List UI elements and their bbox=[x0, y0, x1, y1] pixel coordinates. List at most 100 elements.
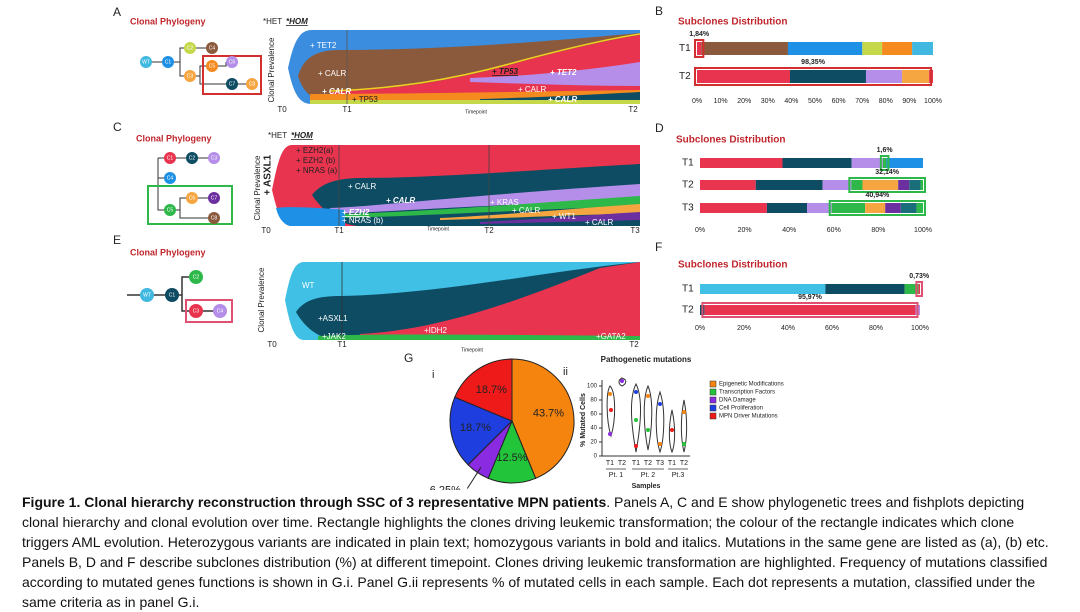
panel-label: A bbox=[113, 5, 121, 19]
pie-label: 18.7% bbox=[460, 422, 491, 434]
x-tick-label: 20% bbox=[737, 325, 751, 332]
clone-label: + CALR bbox=[512, 206, 540, 215]
bar-segment bbox=[700, 284, 826, 294]
clone-label: + NRAS (b) bbox=[342, 216, 383, 225]
clone-label: +IDH2 bbox=[424, 326, 447, 335]
legend-swatch bbox=[709, 412, 717, 420]
node-label: C4 bbox=[167, 175, 174, 181]
het-label: *HET bbox=[268, 131, 287, 140]
node-label: C3 bbox=[187, 73, 194, 79]
highlight-label: 40,94% bbox=[865, 192, 890, 199]
highlight-box bbox=[915, 281, 923, 297]
label-leader bbox=[466, 467, 482, 489]
fishplot bbox=[288, 30, 641, 104]
x-tick-label: 80% bbox=[879, 98, 893, 105]
x-label: Timepoint bbox=[465, 109, 487, 115]
timepoint: T2 bbox=[628, 105, 638, 114]
x-tick-label: 40% bbox=[781, 325, 795, 332]
bar-segment bbox=[831, 203, 866, 213]
x-tick-label: T2 bbox=[618, 460, 626, 467]
bar-segment bbox=[918, 284, 920, 294]
pie-label: 6.25% bbox=[430, 484, 461, 490]
tree-nodes: WT C1 C2 C3 C4 bbox=[140, 270, 227, 318]
clone-label: + TP53 bbox=[492, 67, 519, 76]
clone-label: + WT1 bbox=[552, 212, 576, 221]
bar-segment bbox=[862, 180, 899, 190]
timepoint: T2 bbox=[629, 340, 639, 349]
highlight-label: 0,73% bbox=[909, 273, 930, 280]
caption-text: . Panels A, C and E show phylogenetic tr… bbox=[22, 494, 1049, 610]
pie-slice bbox=[454, 358, 513, 422]
timepoint: T3 bbox=[630, 226, 640, 235]
category-label: T2 bbox=[682, 180, 694, 191]
highlight-box bbox=[694, 39, 705, 58]
hom-label: *HOM bbox=[286, 17, 308, 26]
bar-segment bbox=[865, 203, 886, 213]
group-label: Pt. 2 bbox=[641, 472, 656, 479]
clone-label: + TET2 bbox=[310, 41, 337, 50]
side-label: + ASXL1 bbox=[263, 154, 274, 195]
node-label: C2 bbox=[187, 45, 194, 51]
y-tick-label: 40 bbox=[590, 426, 597, 432]
category-label: T2 bbox=[682, 305, 694, 316]
phylogeny-title: Clonal Phylogeny bbox=[130, 16, 206, 26]
highlight-label: 98,35% bbox=[801, 59, 826, 66]
category-label: T3 bbox=[682, 203, 694, 214]
legend-label: MPN Driver Mutations bbox=[719, 414, 778, 420]
x-tick-label: 70% bbox=[855, 98, 869, 105]
x-tick-label: 30% bbox=[761, 98, 775, 105]
bar-segment bbox=[916, 203, 923, 213]
x-tick-label: 0% bbox=[692, 98, 702, 105]
x-tick-label: 0% bbox=[695, 227, 705, 234]
bar-segment bbox=[782, 158, 852, 168]
x-tick-label: 0% bbox=[695, 325, 705, 332]
caption-title: Figure 1. Clonal hierarchy reconstructio… bbox=[22, 494, 607, 510]
node-label: C3 bbox=[211, 155, 218, 161]
phylogeny-title: Clonal Phylogeny bbox=[130, 247, 206, 257]
node-label: C4 bbox=[209, 45, 216, 51]
pie-label: 43.7% bbox=[533, 408, 564, 420]
node-label: C8 bbox=[211, 215, 218, 221]
clone-label: +ASXL1 bbox=[318, 314, 348, 323]
node-label: C5 bbox=[209, 63, 216, 69]
chart-title: Subclones Distribution bbox=[678, 17, 787, 28]
node-label: C1 bbox=[167, 155, 174, 161]
bar-segment bbox=[700, 180, 756, 190]
clone-label: + EZH2(a) bbox=[296, 146, 333, 155]
node-label: C6 bbox=[189, 195, 196, 201]
node-label: C4 bbox=[217, 308, 224, 314]
clone-label: + TET2 bbox=[550, 68, 577, 77]
highlight-label: 1,6% bbox=[877, 147, 894, 154]
bar-segment bbox=[912, 42, 933, 55]
legend-label: Epigenetic Modifications bbox=[719, 382, 784, 388]
x-tick-label: T2 bbox=[644, 460, 652, 467]
pie-slice bbox=[511, 358, 575, 479]
x-tick-label: 80% bbox=[869, 325, 883, 332]
node-label: C3 bbox=[193, 308, 200, 314]
node-label: C7 bbox=[229, 81, 236, 87]
bar-segment bbox=[755, 180, 823, 190]
x-tick-label: 100% bbox=[914, 227, 932, 234]
x-tick-label: 90% bbox=[902, 98, 916, 105]
clone-label: WT bbox=[302, 281, 315, 290]
y-label: Clonal Prevalence bbox=[267, 37, 276, 102]
clone-label: + TP53 bbox=[352, 95, 378, 104]
clone-label: + CALR bbox=[548, 95, 577, 104]
pie-label: 12.5% bbox=[496, 452, 527, 464]
bar-segment bbox=[862, 42, 883, 55]
x-tick-label: 40% bbox=[782, 227, 796, 234]
y-tick-label: 100 bbox=[587, 384, 598, 390]
highlight-label: 32,14% bbox=[875, 169, 900, 176]
node-label: C7 bbox=[211, 195, 218, 201]
x-tick-label: T1 bbox=[632, 460, 640, 467]
sub-label: ii bbox=[563, 366, 568, 378]
bar-segment bbox=[909, 180, 921, 190]
x-label: Timepoint bbox=[461, 347, 483, 353]
tree-nodes: WT C1 C2 C3 C4 C5 C6 C7 C8 bbox=[140, 42, 258, 90]
highlight-box bbox=[701, 302, 919, 318]
panel-label: C bbox=[113, 120, 122, 134]
timepoint: T1 bbox=[342, 105, 352, 114]
timepoint: T1 bbox=[337, 340, 347, 349]
violin-x-label: Samples bbox=[632, 483, 661, 490]
